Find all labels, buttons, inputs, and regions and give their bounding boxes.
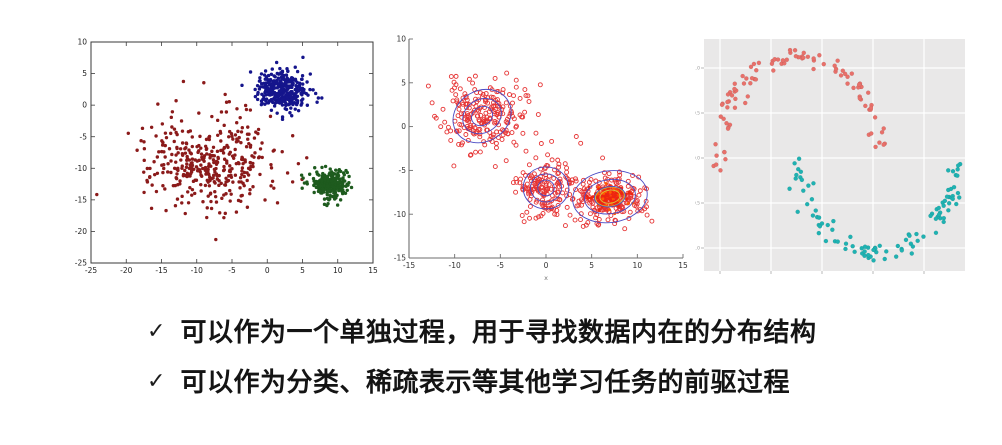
svg-text:-15: -15 — [75, 195, 87, 204]
bullet-text-1: 可以作为一个单独过程，用于寻找数据内在的分布结构 — [180, 316, 817, 347]
svg-text:-0.5: -0.5 — [695, 201, 700, 207]
svg-text:-10: -10 — [449, 261, 461, 270]
svg-text:-5: -5 — [399, 166, 407, 175]
svg-text:-15: -15 — [155, 266, 167, 275]
chart-gmm-ellipses: -15 -10 -5 0 5 10 15 10 5 0 -5 -10 -15 x — [390, 10, 700, 290]
svg-text:-10: -10 — [394, 210, 406, 219]
svg-text:-1.0: -1.0 — [695, 246, 700, 252]
svg-text:15: 15 — [678, 261, 688, 270]
svg-text:1.0: 1.0 — [695, 66, 700, 72]
svg-text:10: 10 — [396, 35, 406, 44]
svg-text:15: 15 — [368, 266, 378, 275]
chart-two-moons: 1.0 0.5 0.0 -0.5 -1.0 — [695, 25, 1002, 285]
gmm-ellipses-plot: -15 -10 -5 0 5 10 15 10 5 0 -5 -10 -15 x — [394, 35, 688, 282]
svg-text:-25: -25 — [85, 266, 97, 275]
svg-text:0: 0 — [544, 261, 549, 270]
checkmark-icon: ✓ — [147, 318, 166, 343]
svg-text:x: x — [544, 274, 548, 282]
svg-text:-25: -25 — [75, 259, 87, 268]
bullet-list: ✓ 可以作为一个单独过程，用于寻找数据内在的分布结构 ✓ 可以作为分类、稀疏表示… — [147, 308, 816, 408]
svg-text:10: 10 — [633, 261, 643, 270]
svg-text:10: 10 — [333, 266, 343, 275]
bullet-text-2: 可以作为分类、稀疏表示等其他学习任务的前驱过程 — [180, 366, 790, 397]
svg-text:-15: -15 — [394, 254, 406, 263]
checkmark-icon: ✓ — [147, 368, 166, 393]
svg-text:-5: -5 — [80, 132, 88, 141]
bullet-item-2: ✓ 可以作为分类、稀疏表示等其他学习任务的前驱过程 — [147, 358, 816, 402]
svg-text:5: 5 — [589, 261, 594, 270]
svg-text:5: 5 — [401, 78, 406, 87]
svg-text:0.5: 0.5 — [695, 111, 700, 117]
svg-text:5: 5 — [82, 69, 87, 78]
bullet-item-1: ✓ 可以作为一个单独过程，用于寻找数据内在的分布结构 — [147, 308, 816, 352]
svg-text:0.0: 0.0 — [695, 156, 700, 162]
svg-text:-15: -15 — [403, 261, 415, 270]
svg-text:-5: -5 — [497, 261, 505, 270]
svg-text:0: 0 — [401, 122, 406, 131]
svg-text:0: 0 — [265, 266, 270, 275]
svg-text:5: 5 — [300, 266, 305, 275]
svg-text:-10: -10 — [75, 164, 87, 173]
svg-text:10: 10 — [77, 38, 87, 47]
two-moons-plot: 1.0 0.5 0.0 -0.5 -1.0 — [695, 39, 965, 274]
svg-text:0: 0 — [82, 101, 87, 110]
svg-text:-10: -10 — [191, 266, 203, 275]
svg-text:-20: -20 — [75, 227, 87, 236]
gaussian-clusters-plot: -25 -20 -15 -10 -5 0 5 10 15 10 5 0 -5 -10 -15 -20 -25 — [75, 38, 378, 275]
svg-text:-5: -5 — [228, 266, 236, 275]
svg-text:-20: -20 — [120, 266, 132, 275]
chart-gaussian-clusters: -25 -20 -15 -10 -5 0 5 10 15 10 5 0 -5 -10 -15 -20 -25 — [60, 10, 390, 290]
